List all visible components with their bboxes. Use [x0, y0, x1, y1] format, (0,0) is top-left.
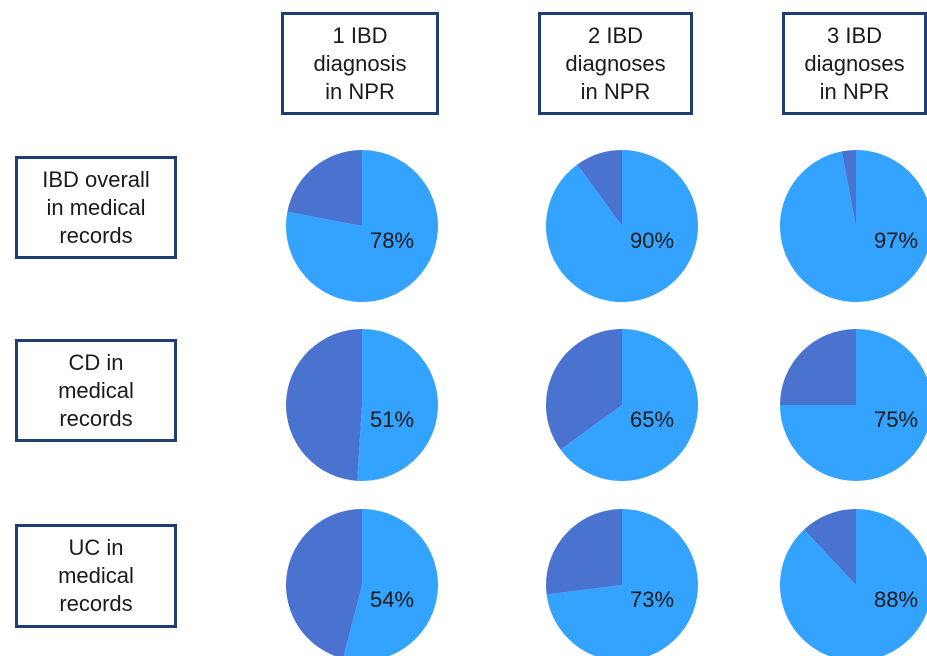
pie-r2-c3-label: 75% — [874, 407, 918, 432]
pie-r3-c3-label: 88% — [874, 587, 918, 612]
pie-r1-c1-label: 78% — [370, 228, 414, 253]
pie-r1-c3-label: 97% — [874, 228, 918, 253]
pie-r1-c2-label: 90% — [630, 228, 674, 253]
pie-r2-c1-rest-slice — [286, 329, 362, 481]
pie-r3-c2-rest-slice — [546, 509, 622, 595]
pie-r2-c2-label: 65% — [630, 407, 674, 432]
pie-r2-c1-label: 51% — [370, 407, 414, 432]
pie-r2-c3-rest-slice — [780, 329, 856, 405]
pie-r2-c1-main-slice — [357, 329, 438, 481]
pie-r3-c1-label: 54% — [370, 587, 414, 612]
pie-r3-c2-label: 73% — [630, 587, 674, 612]
